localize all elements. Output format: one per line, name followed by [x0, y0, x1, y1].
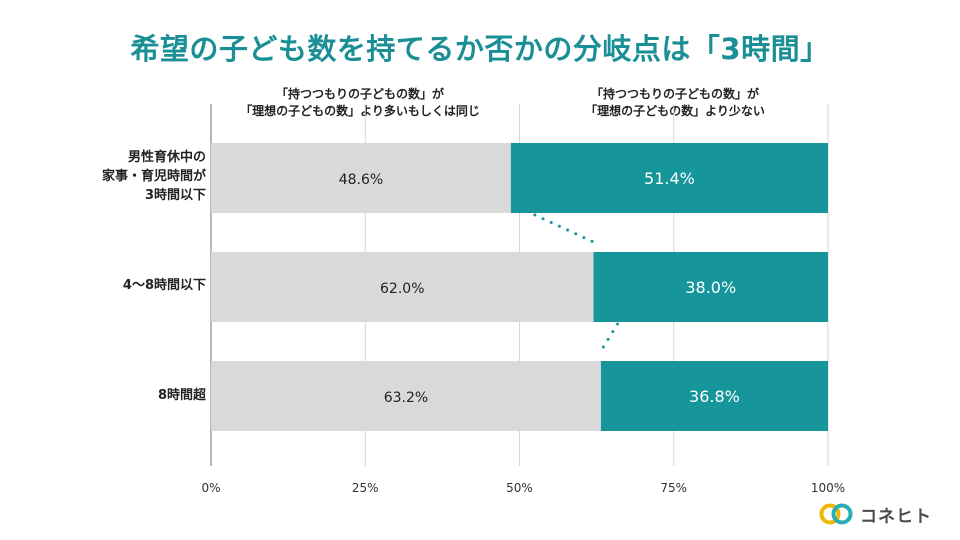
x-tick-label-25: 25% — [352, 481, 379, 495]
bar-series2-cat3 — [600, 361, 828, 431]
category-label-1-line3: 3時間以下 — [144, 188, 206, 203]
x-tick-label-50: 50% — [506, 481, 533, 495]
category-label-2-line1: 4〜8時間以下 — [122, 278, 206, 293]
x-tick-label-100: 100% — [811, 481, 845, 495]
bar-series1-cat1 — [211, 143, 511, 213]
legend-series1-line2: 「理想の子どもの数」より多いもしくは同じ — [240, 104, 480, 118]
category-label-1-line2: 家事・育児時間が — [101, 169, 206, 184]
legend-series1-line1: 「持つつもりの子どもの数」が — [275, 87, 444, 101]
x-tick-label-0: 0% — [201, 481, 220, 495]
connector-line-2 — [599, 322, 620, 353]
category-label-3: 8時間超 — [158, 386, 206, 405]
data-label-series2-cat1: 51.4% — [644, 169, 695, 188]
chart-title: 希望の子ども数を持てるか否かの分岐点は「3時間」 — [130, 32, 830, 66]
category-label-2: 4〜8時間以下 — [123, 276, 206, 295]
data-label-series2-cat2: 38.0% — [685, 278, 736, 297]
connector-line-1 — [533, 213, 596, 244]
bar-series1-cat3 — [211, 361, 601, 431]
data-label-series1-cat2: 62.0% — [380, 281, 424, 297]
legend-series2-line2: 「理想の子どもの数」より少ない — [585, 104, 765, 118]
category-label-1-line1: 男性育休中の — [127, 150, 206, 165]
data-label-series1-cat3: 63.2% — [384, 390, 428, 406]
legend-series2-line1: 「持つつもりの子どもの数」が — [590, 87, 759, 101]
bar-series2-cat2 — [593, 252, 828, 322]
category-label-3-line1: 8時間超 — [157, 388, 206, 403]
legend-label-series1: 「持つつもりの子どもの数」が 「理想の子どもの数」より多いもしくは同じ — [215, 86, 505, 120]
bar-series2-cat1 — [510, 143, 828, 213]
brand-logo: コネヒト — [818, 501, 932, 527]
category-label-1: 男性育休中の 家事・育児時間が 3時間以下 — [102, 148, 206, 205]
data-label-series2-cat3: 36.8% — [689, 387, 740, 406]
brand-name: コネヒト — [860, 506, 932, 527]
bar-series1-cat2 — [211, 252, 594, 322]
data-label-series1-cat1: 48.6% — [339, 172, 383, 188]
x-tick-label-75: 75% — [660, 481, 687, 495]
legend-label-series2: 「持つつもりの子どもの数」が 「理想の子どもの数」より少ない — [510, 86, 840, 120]
two-ring-logo-icon — [819, 503, 853, 525]
